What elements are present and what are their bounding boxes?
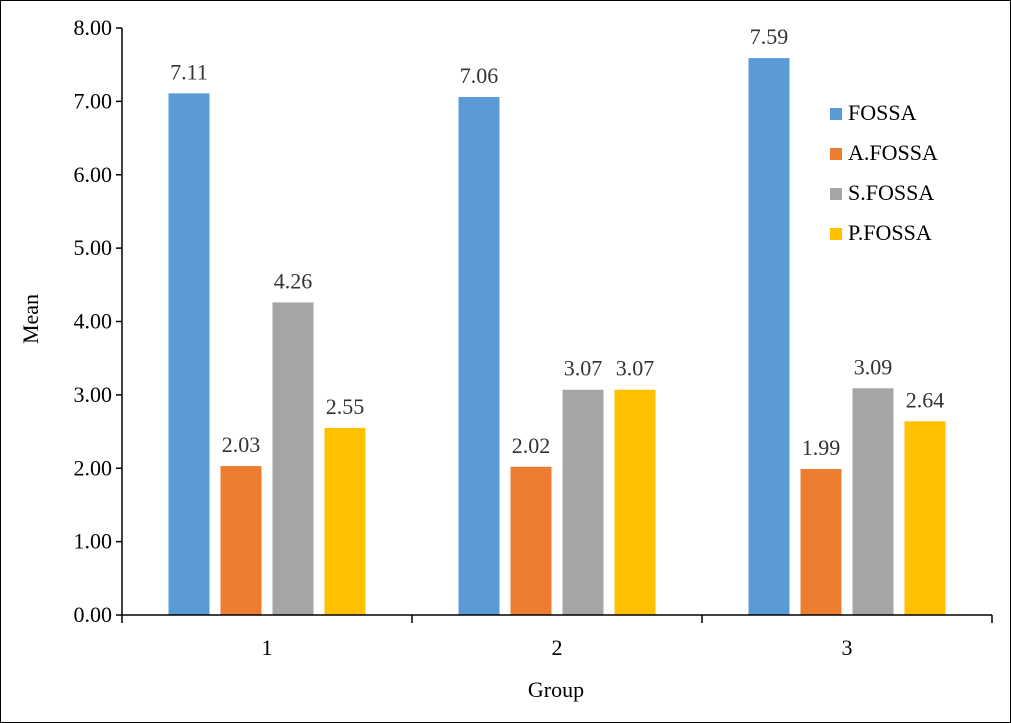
data-label: 2.03 [222,432,261,457]
y-axis-ticks: 0.00 1.00 2.00 3.00 4.00 5.00 6.00 7.00 8.00 [74,15,113,627]
data-label: 7.06 [460,63,499,88]
x-axis-ticks: 1 2 3 [262,635,853,660]
bar-a-fossa-group-1 [220,466,262,615]
y-tick-label: 7.00 [74,88,113,113]
y-tick-label: 3.00 [74,382,113,407]
bar-s-fossa-group-3 [852,388,894,615]
x-axis-title: Group [528,677,584,702]
bar-fossa-group-2 [458,96,500,615]
data-label: 1.99 [802,435,841,460]
data-labels: 7.11 2.03 4.26 2.55 7.06 2.02 3.07 3.07 7.59 1.99… [170,24,944,460]
y-axis-title: Mean [18,294,43,344]
data-label: 7.59 [750,24,789,49]
data-label: 7.11 [170,59,208,84]
bar-a-fossa-group-3 [800,468,842,615]
bar-p-fossa-group-2 [614,389,656,615]
bar-p-fossa-group-3 [904,421,946,615]
legend-swatch [830,228,842,240]
y-tick-label: 8.00 [74,15,113,40]
bar-a-fossa-group-2 [510,466,552,615]
bar-fossa-group-1 [168,93,210,615]
data-label: 3.07 [616,356,655,381]
legend: FOSSA A.FOSSA S.FOSSA P.FOSSA [830,100,938,245]
y-tick-label: 5.00 [74,235,113,260]
legend-label: FOSSA [848,100,917,125]
data-label: 4.26 [274,268,313,293]
x-tick-label: 2 [552,635,563,660]
data-label: 3.09 [854,354,893,379]
y-tick-label: 4.00 [74,309,113,334]
legend-label: A.FOSSA [848,140,938,165]
legend-label: S.FOSSA [848,180,934,205]
y-tick-label: 6.00 [74,162,113,187]
bar-s-fossa-group-2 [562,389,604,615]
data-label: 2.02 [512,433,551,458]
bars [168,58,946,616]
legend-swatch [830,148,842,160]
data-label: 2.55 [326,394,365,419]
data-label: 3.07 [564,356,603,381]
axes [116,27,993,623]
legend-swatch [830,108,842,120]
bar-fossa-group-3 [748,58,790,616]
y-tick-label: 1.00 [74,529,113,554]
bar-s-fossa-group-1 [272,302,314,615]
data-label: 2.64 [906,387,945,412]
legend-swatch [830,188,842,200]
bar-p-fossa-group-1 [324,427,366,615]
x-tick-label: 1 [262,635,273,660]
x-tick-label: 3 [842,635,853,660]
y-tick-label: 2.00 [74,455,113,480]
legend-label: P.FOSSA [848,220,932,245]
y-tick-label: 0.00 [74,602,113,627]
